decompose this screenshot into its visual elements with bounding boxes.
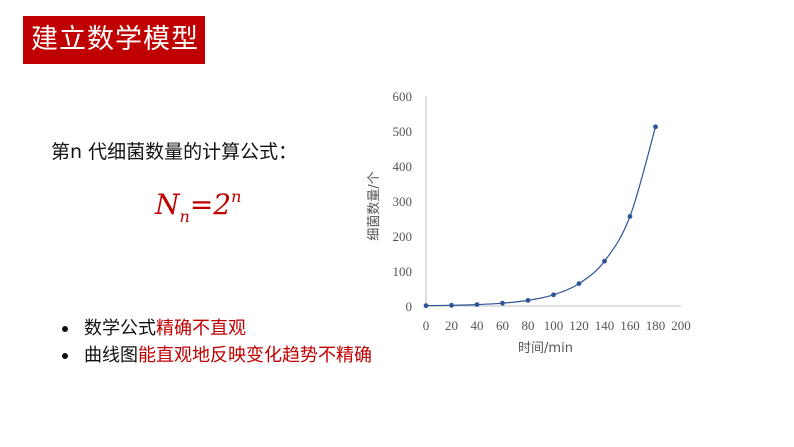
data-point [576, 281, 582, 286]
data-point [653, 124, 658, 130]
formula-label: 第n 代细菌数量的计算公式： [51, 141, 298, 163]
y-tick-label: 300 [393, 194, 413, 209]
data-point [423, 303, 429, 309]
x-tick-label: 120 [569, 318, 589, 333]
bullet-item: 曲线图能直观地反映变化趋势不精确 [62, 342, 372, 369]
data-point [500, 300, 505, 306]
bullet-highlight: 能直观地反映变化趋势不精确 [138, 345, 372, 366]
y-tick-label: 200 [393, 229, 413, 244]
x-tick-label: 160 [620, 318, 640, 333]
data-point [474, 302, 480, 307]
x-tick-label: 80 [522, 318, 535, 333]
data-point [627, 214, 633, 219]
data-point [551, 292, 556, 298]
series-line [425, 126, 657, 307]
x-tick-label: 100 [544, 318, 564, 333]
bullet-highlight: 精确不直观 [156, 318, 246, 339]
bullet-dot-icon [62, 353, 68, 359]
y-axis-label: 细菌数量/个 [367, 171, 382, 240]
data-point [525, 298, 531, 303]
x-tick-label: 40 [471, 318, 484, 333]
y-tick-label: 500 [393, 124, 413, 139]
formula-subscript: n [179, 207, 190, 226]
formula-base: N [155, 188, 180, 221]
x-tick-label: 140 [595, 318, 615, 333]
formula-exponent: n [231, 187, 242, 206]
bullet-text: 曲线图 [84, 345, 138, 366]
bullet-dot-icon [62, 326, 68, 332]
data-point [449, 302, 454, 308]
x-tick-label: 20 [445, 318, 458, 333]
formula-equals: =2 [189, 188, 232, 221]
slide-title: 建立数学模型 [23, 16, 205, 64]
data-point [602, 258, 607, 264]
x-axis-label: 时间/min [518, 341, 573, 356]
y-tick-label: 0 [406, 299, 413, 314]
x-tick-label: 180 [646, 318, 666, 333]
bullet-list: 数学公式精确不直观 曲线图能直观地反映变化趋势不精确 [62, 315, 372, 369]
y-tick-label: 100 [393, 264, 413, 279]
formula: Nn=2n [155, 187, 242, 226]
y-tick-label: 400 [393, 159, 413, 174]
y-tick-label: 600 [393, 89, 413, 104]
x-tick-label: 60 [496, 318, 509, 333]
bullet-text: 数学公式 [84, 318, 156, 339]
bullet-item: 数学公式精确不直观 [62, 315, 372, 342]
x-tick-label: 0 [423, 318, 430, 333]
x-tick-label: 200 [671, 318, 691, 333]
